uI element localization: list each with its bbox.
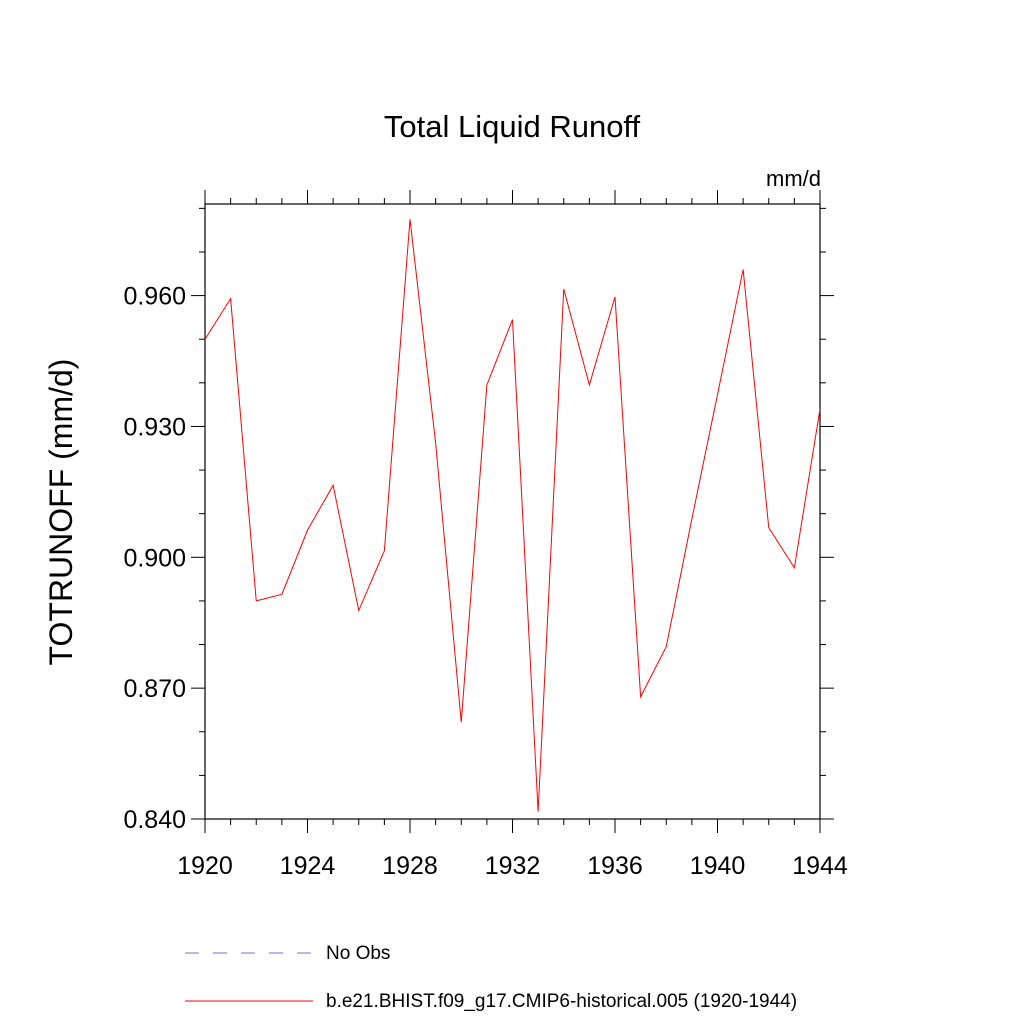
x-tick-label-1920: 1920	[177, 852, 233, 880]
axis-ticks	[191, 190, 834, 833]
plot-frame	[204, 203, 821, 820]
units-label: mm/d	[766, 166, 821, 191]
y-tick-label-4: 0.960	[123, 283, 186, 311]
x-tick-label-1936: 1936	[587, 852, 643, 880]
x-tick-label-1940: 1940	[690, 852, 746, 880]
axis-tick-labels: 1920 1924 1928 1932 1936 1940 1944 0.840 0.870 0.…	[123, 283, 847, 880]
legend: No Obs b.e21.BHIST.f09_g17.CMIP6-histori…	[185, 943, 797, 1012]
y-tick-label-1: 0.870	[123, 675, 186, 703]
chart-title: Total Liquid Runoff	[384, 109, 641, 144]
legend-entry-historical: b.e21.BHIST.f09_g17.CMIP6-historical.005…	[326, 991, 797, 1012]
y-tick-label-2: 0.900	[123, 544, 186, 572]
series-lines	[204, 219, 821, 812]
y-tick-label-0: 0.840	[123, 806, 186, 834]
y-axis-label: TOTRUNOFF (mm/d)	[43, 359, 79, 666]
x-tick-label-1924: 1924	[280, 852, 336, 880]
y-tick-label-3: 0.930	[123, 413, 186, 441]
x-tick-label-1928: 1928	[382, 852, 438, 880]
legend-entry-no-obs: No Obs	[326, 943, 390, 964]
x-tick-label-1944: 1944	[792, 852, 848, 880]
series-line-0	[204, 219, 821, 812]
x-tick-label-1932: 1932	[485, 852, 541, 880]
